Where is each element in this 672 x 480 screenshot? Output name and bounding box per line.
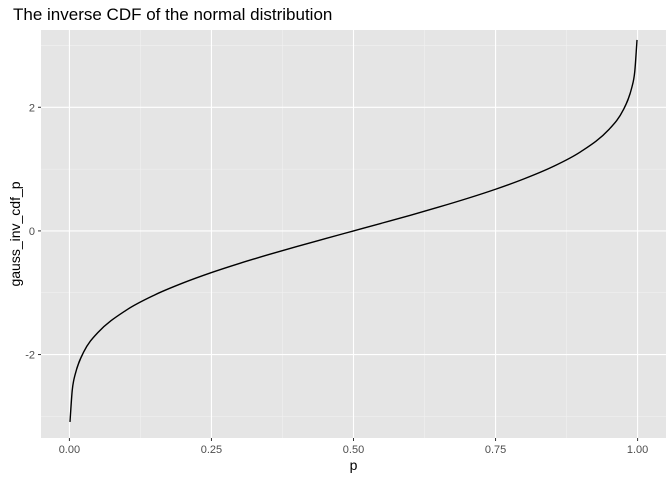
chart-title: The inverse CDF of the normal distributi… [13,5,332,24]
y-axis: -2 0 2 [25,102,41,362]
x-tick-label: 0.00 [59,444,80,456]
x-axis-title: p [350,457,358,473]
x-tick-label: 0.50 [343,444,364,456]
y-tick-label: 2 [29,102,35,114]
y-tick-label: -2 [25,350,35,362]
y-tick-label: 0 [29,226,35,238]
x-tick-label: 1.00 [627,444,648,456]
inverse-cdf-line [69,39,638,422]
x-axis: 0.00 0.25 0.50 0.75 1.00 [59,438,648,456]
x-tick-label: 0.25 [201,444,222,456]
y-axis-title: gauss_inv_cdf_p [7,181,23,286]
x-tick-label: 0.75 [485,444,506,456]
